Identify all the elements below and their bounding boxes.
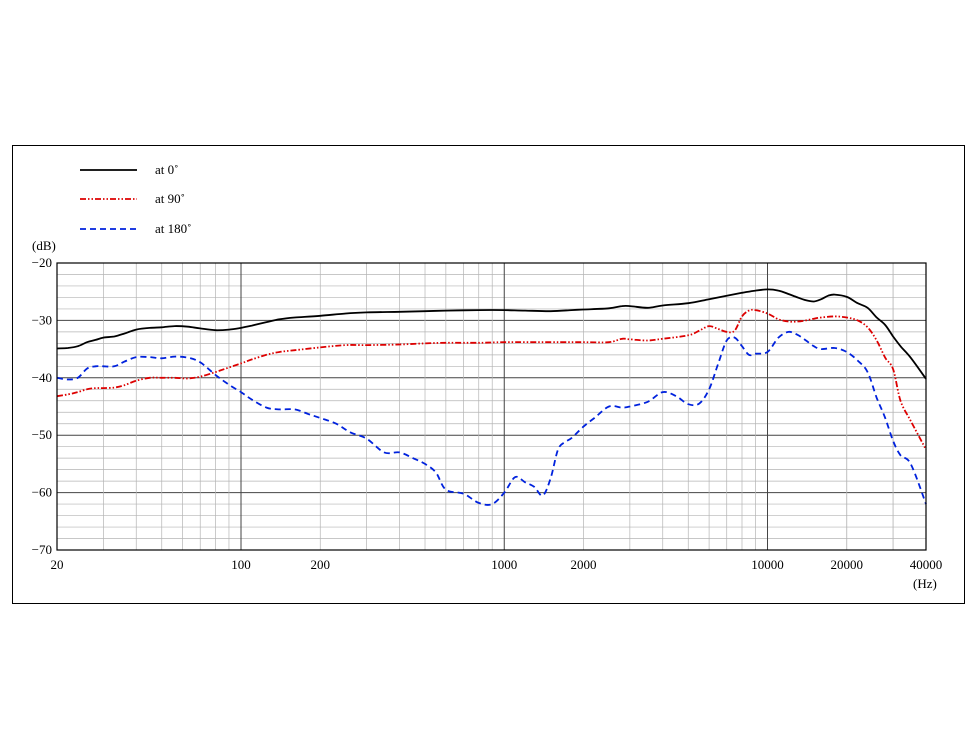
- grid: [56, 262, 927, 551]
- frequency-response-chart: at 0˚ at 90˚ at 180˚ (dB) (Hz) −20 −30 −40…: [32, 162, 943, 591]
- legend-label-1: at 90˚: [155, 191, 185, 206]
- series-line-2: [56, 330, 927, 506]
- y-axis-unit-label: (dB): [32, 238, 56, 253]
- y-tick-label: −30: [32, 312, 52, 327]
- x-tick-label: 1000: [491, 557, 517, 572]
- x-tick-label: 40000: [910, 557, 943, 572]
- legend-label-2: at 180˚: [155, 221, 191, 236]
- y-tick-label: −60: [32, 485, 52, 500]
- legend-label-0: at 0˚: [155, 162, 178, 177]
- series-lines: [56, 288, 927, 506]
- x-tick-label: 100: [231, 557, 251, 572]
- y-tick-label: −20: [32, 255, 52, 270]
- plot-border: [56, 262, 927, 551]
- x-tick-label: 10000: [751, 557, 784, 572]
- x-axis-unit-label: (Hz): [913, 576, 937, 591]
- y-tick-label: −40: [32, 370, 52, 385]
- y-tick-label: −50: [32, 427, 52, 442]
- chart-frame: at 0˚ at 90˚ at 180˚ (dB) (Hz) −20 −30 −40…: [12, 145, 965, 604]
- legend: at 0˚ at 90˚ at 180˚: [80, 162, 191, 236]
- x-tick-label: 20000: [831, 557, 864, 572]
- series-line-0: [56, 288, 927, 380]
- series-line-1: [56, 308, 927, 451]
- y-tick-label: −70: [32, 542, 52, 557]
- x-tick-label: 200: [311, 557, 331, 572]
- x-tick-label: 2000: [571, 557, 597, 572]
- x-tick-label: 20: [51, 557, 64, 572]
